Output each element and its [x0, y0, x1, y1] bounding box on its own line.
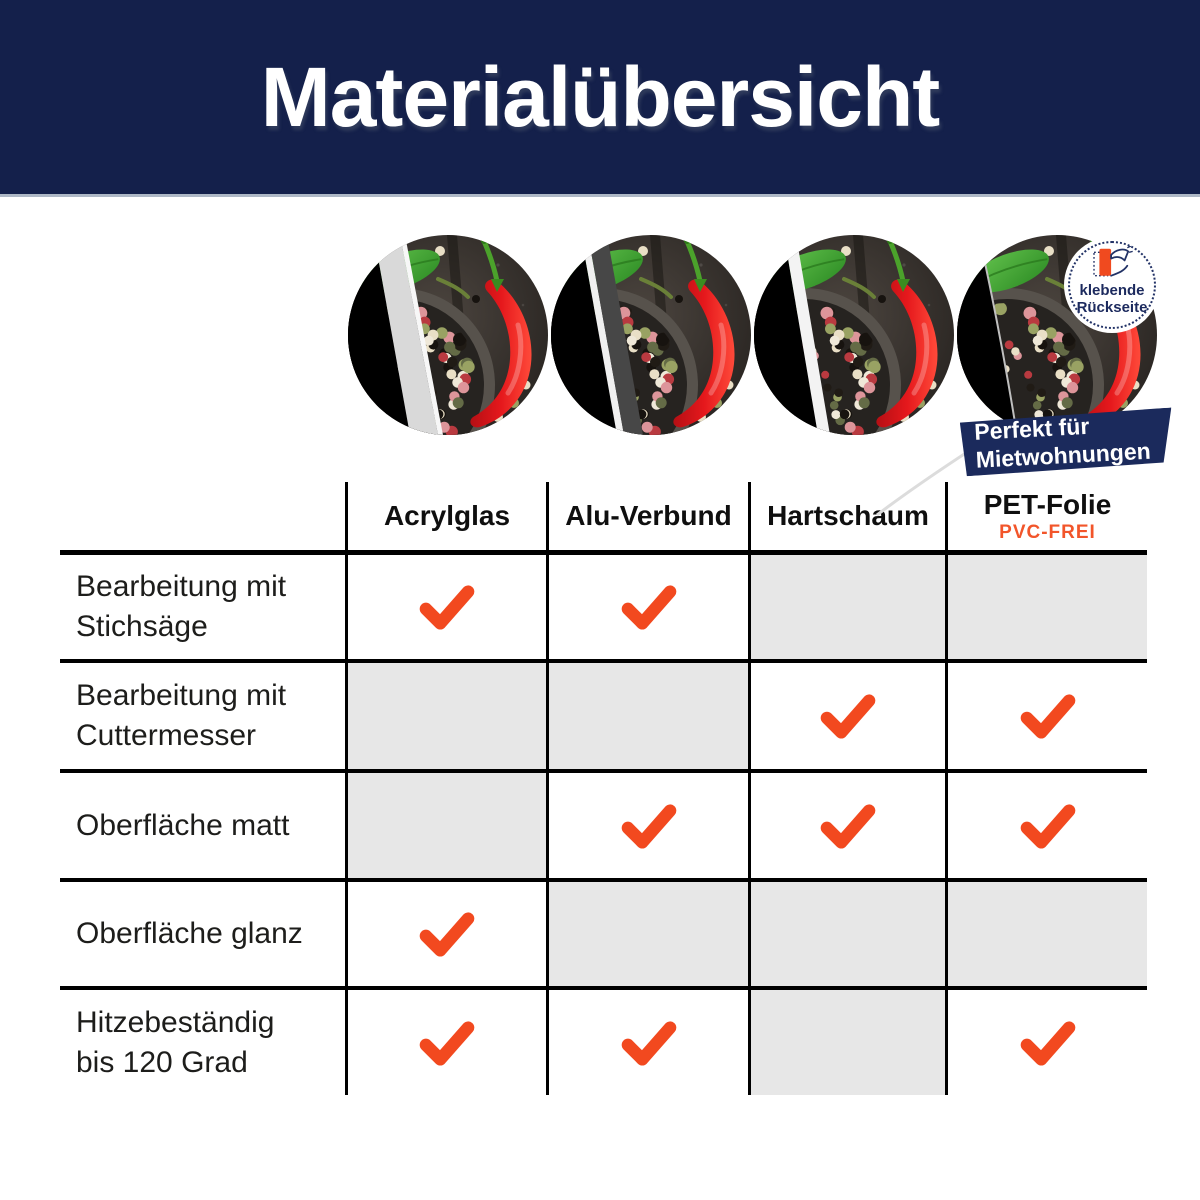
cell-hartschaum-row2-checked [748, 663, 945, 773]
feature-label-line: Bearbeitung mit [76, 570, 287, 604]
column-header-label: Alu-Verbund [565, 500, 732, 531]
check-icon [1020, 1020, 1075, 1066]
cell-alu-verbund-row5-checked [546, 990, 748, 1095]
badge-dotted-ring [1068, 241, 1156, 329]
cell-hartschaum-row4-empty [748, 882, 945, 990]
column-header-label: Hartschaum [767, 500, 929, 531]
cell-pet-folie-row3-checked [945, 773, 1147, 882]
feature-label-line: Stichsäge [76, 610, 208, 643]
cell-hartschaum-row1-empty [748, 555, 945, 663]
cell-acrylglas-row2-empty [345, 663, 546, 773]
cell-pet-folie-row4-empty [945, 882, 1147, 990]
feature-label-oberfl-che-glanz: Oberfläche glanz [60, 882, 345, 990]
column-header-hartschaum: Hartschaum [748, 482, 945, 555]
page-title: Materialübersicht [260, 49, 941, 144]
check-icon [419, 585, 475, 630]
check-icon [419, 1020, 475, 1066]
feature-label-oberfl-che-matt: Oberfläche matt [60, 773, 345, 882]
material-photo-alu-verbund [551, 235, 751, 435]
material-comparison-table: Acrylglas Alu-Verbund Hartschaum PET-Folie P… [60, 482, 1147, 1095]
title-banner: Materialübersicht [0, 0, 1200, 197]
feature-label-bearbeitung-mit-stichs-ge: Bearbeitung mit Stichsäge [60, 555, 345, 663]
material-photo-image [957, 235, 1157, 435]
material-photo-image [348, 235, 548, 435]
feature-label-bearbeitung-mit-cuttermesser: Bearbeitung mit Cuttermesser [60, 663, 345, 773]
material-photo-image [551, 235, 751, 435]
check-icon [820, 803, 876, 849]
check-icon [419, 912, 475, 957]
cell-alu-verbund-row4-empty [546, 882, 748, 990]
feature-label-line: Oberfläche matt [76, 808, 290, 842]
badge-klebende-rueckseite: klebende Rückseite [1064, 237, 1160, 333]
check-icon [1020, 694, 1075, 739]
cell-acrylglas-row3-empty [345, 773, 546, 882]
column-header-label: Acrylglas [383, 500, 511, 531]
table-corner-cell [60, 482, 345, 555]
cell-acrylglas-row5-checked [345, 990, 546, 1095]
cell-alu-verbund-row3-checked [546, 773, 748, 882]
cell-acrylglas-row4-checked [345, 882, 546, 990]
feature-label-line: Hitzebeständig [76, 1005, 275, 1039]
column-header-alu-verbund: Alu-Verbund [546, 482, 748, 555]
material-photo-hartschaum [754, 235, 954, 435]
material-photo-pet-folie: Perfekt für Mietwohnungen klebende Rücksei… [876, 235, 1160, 517]
check-icon [820, 694, 876, 739]
material-photo-image [754, 235, 954, 435]
cell-pet-folie-row5-checked [945, 990, 1147, 1095]
feature-label-hitzebest-ndig-bis-120-grad: Hitzebeständig bis 120 Grad [60, 990, 345, 1095]
column-header-sublabel-pvc-frei: PVC-FREI [999, 521, 1096, 543]
feature-label-line: Bearbeitung mit [76, 679, 287, 713]
cell-pet-folie-row1-empty [945, 555, 1147, 663]
cell-acrylglas-row1-checked [345, 555, 546, 663]
column-header-acrylglas: Acrylglas [345, 482, 546, 555]
check-icon [621, 803, 676, 849]
check-icon [621, 1020, 676, 1066]
check-icon [621, 585, 676, 630]
check-icon [1020, 803, 1075, 849]
cell-hartschaum-row3-checked [748, 773, 945, 882]
cell-alu-verbund-row2-empty [546, 663, 748, 773]
column-header-label: PET-Folie [983, 488, 1112, 520]
cell-hartschaum-row5-empty [748, 990, 945, 1095]
cell-pet-folie-row2-checked [945, 663, 1147, 773]
column-header-pet-folie: PET-Folie PVC-FREI [945, 482, 1147, 555]
feature-label-line: Cuttermesser [76, 719, 257, 752]
feature-label-line: Oberfläche glanz [76, 917, 303, 951]
material-photo-acrylglas [348, 235, 548, 435]
feature-label-line: bis 120 Grad [76, 1045, 248, 1079]
cell-alu-verbund-row1-checked [546, 555, 748, 663]
